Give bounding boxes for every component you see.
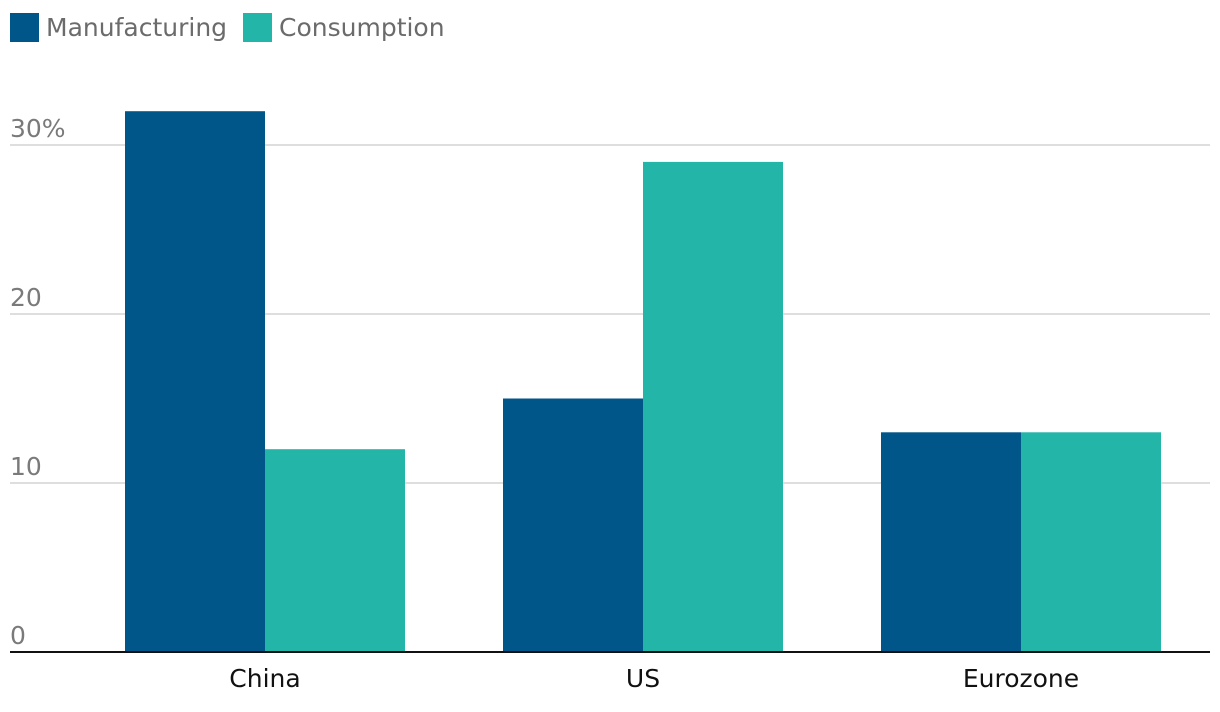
bar-us-consumption (643, 161, 783, 652)
y-axis-ticks: 0 10 20 30% (10, 114, 66, 650)
y-tick-label-30: 30% (10, 114, 66, 143)
bar-eurozone-manufacturing (881, 432, 1021, 652)
legend-label-manufacturing: Manufacturing (46, 13, 227, 42)
x-axis-labels: China US Eurozone (229, 664, 1079, 693)
x-tick-label-china: China (229, 664, 300, 693)
legend-swatch-consumption (243, 13, 272, 42)
x-tick-label-us: US (626, 664, 660, 693)
y-tick-label-0: 0 (10, 621, 26, 650)
y-tick-label-10: 10 (10, 452, 42, 481)
y-tick-label-20: 20 (10, 283, 42, 312)
legend: Manufacturing Consumption (10, 13, 445, 42)
legend-label-consumption: Consumption (279, 13, 445, 42)
bar-china-consumption (265, 449, 405, 652)
bar-china-manufacturing (125, 111, 265, 652)
x-tick-label-eurozone: Eurozone (963, 664, 1079, 693)
legend-swatch-manufacturing (10, 13, 39, 42)
bar-us-manufacturing (503, 398, 643, 652)
bars (125, 111, 1161, 652)
bar-eurozone-consumption (1021, 432, 1161, 652)
